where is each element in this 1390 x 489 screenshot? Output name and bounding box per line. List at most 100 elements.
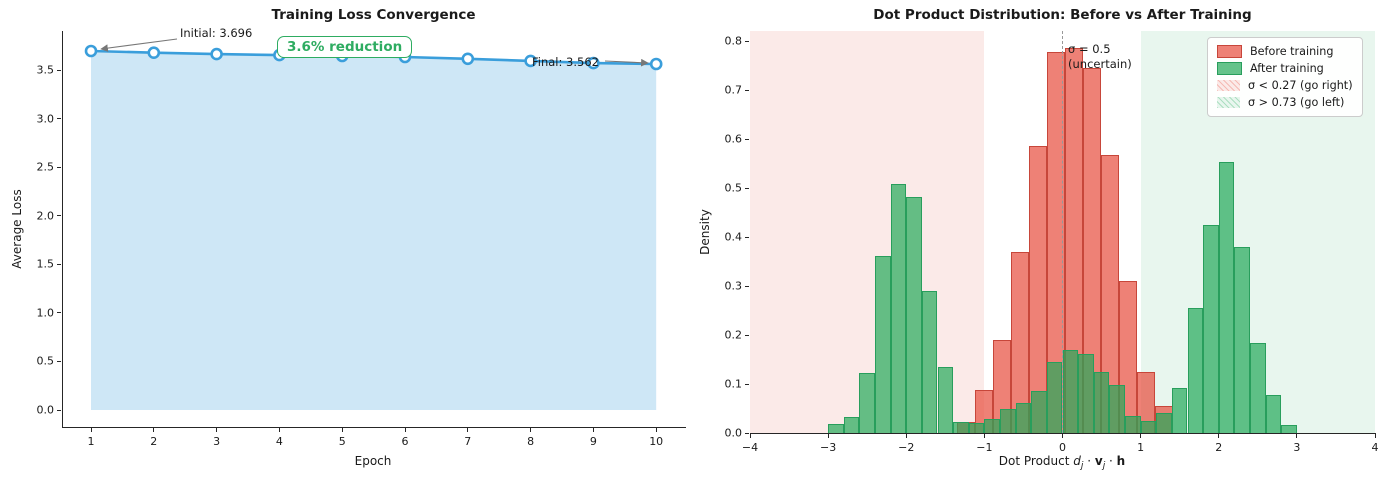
- legend: Before training After training σ < 0.27 …: [1207, 37, 1363, 117]
- hist-y-tick-label: 0.7: [724, 83, 743, 97]
- loss-data-point: [649, 57, 663, 71]
- legend-label-after: After training: [1250, 62, 1324, 75]
- loss-y-tick: [57, 215, 61, 217]
- loss-y-tick: [57, 409, 61, 411]
- hist-y-tick-label: 0.3: [724, 279, 743, 293]
- histogram-bar-after: [1250, 342, 1266, 433]
- histogram-bar-after: [875, 255, 891, 433]
- legend-swatch-before: [1217, 45, 1242, 58]
- legend-swatch-after: [1217, 62, 1242, 75]
- hist-x-tick: [1140, 434, 1142, 439]
- histogram-bar-before: [1136, 371, 1155, 434]
- legend-item-go-right: σ < 0.27 (go right): [1217, 79, 1353, 92]
- hist-y-tick-label: 0.6: [724, 132, 743, 146]
- histogram-bar-before: [1046, 51, 1065, 433]
- histogram-bar-after: [1140, 421, 1157, 433]
- loss-chart-title: Training Loss Convergence: [271, 7, 476, 23]
- hist-x-tick: [905, 434, 907, 439]
- legend-label-before: Before training: [1250, 45, 1334, 58]
- loss-y-tick: [57, 118, 61, 120]
- reduction-badge: 3.6% reduction: [277, 36, 413, 58]
- hist-y-tick: [745, 89, 749, 91]
- legend-label-go-left: σ > 0.73 (go left): [1248, 96, 1345, 109]
- hist-x-tick-label: 0: [1059, 441, 1066, 454]
- loss-data-point: [210, 47, 223, 61]
- histogram-bar-after: [1093, 371, 1110, 434]
- hist-y-tick: [745, 138, 749, 140]
- loss-y-tick: [57, 312, 61, 314]
- loss-x-tick: [404, 428, 406, 433]
- initial-loss-annotation: Initial: 3.696: [180, 26, 253, 40]
- legend-swatch-go-right: [1217, 80, 1240, 91]
- histogram-bar-after: [1156, 413, 1172, 433]
- histogram-bar-after: [1234, 246, 1250, 433]
- loss-x-tick: [216, 428, 218, 433]
- loss-data-point: [147, 46, 161, 60]
- histogram-bar-after: [968, 423, 985, 433]
- loss-x-tick: [341, 428, 343, 433]
- loss-y-tick-label: 1.5: [36, 257, 55, 271]
- sigma-annotation-line2: (uncertain): [1068, 57, 1132, 71]
- loss-x-tick: [467, 428, 469, 433]
- loss-data-point: [524, 54, 537, 68]
- hist-x-tick: [1062, 434, 1063, 439]
- hist-y-axis-label: Density: [698, 209, 712, 255]
- hist-x-tick-label: −1: [976, 441, 993, 454]
- hist-y-tick: [745, 187, 749, 189]
- histogram-bar-after: [859, 373, 875, 433]
- legend-swatch-go-left: [1217, 97, 1240, 108]
- histogram-bar-before: [1010, 251, 1029, 433]
- histogram-bar-after: [1062, 349, 1079, 433]
- hist-x-tick: [827, 434, 829, 439]
- hist-x-tick-label: −2: [898, 441, 915, 454]
- loss-x-tick-label: 10: [649, 435, 664, 448]
- hist-y-tick: [745, 432, 749, 434]
- histogram-bar-after: [1187, 308, 1204, 434]
- loss-x-tick-label: 7: [464, 435, 472, 448]
- hist-y-tick-label: 0.4: [724, 230, 743, 244]
- histogram-bar-before: [1100, 155, 1119, 433]
- histogram-bar-after: [1031, 391, 1047, 434]
- histogram-bar-after: [1218, 162, 1235, 433]
- hist-y-tick: [745, 334, 749, 336]
- legend-item-after: After training: [1217, 62, 1353, 75]
- histogram-bar-after: [828, 424, 844, 433]
- threshold-line: [1061, 31, 1063, 433]
- loss-y-tick: [57, 69, 61, 71]
- loss-x-tick-label: 4: [275, 435, 283, 448]
- hist-x-tick: [749, 434, 751, 439]
- histogram-bar-after: [1203, 224, 1219, 434]
- hist-canvas: [750, 31, 1375, 434]
- hist-x-tick-label: 4: [1371, 441, 1379, 454]
- loss-y-tick-label: 0.5: [36, 354, 55, 368]
- histogram-bar-after: [1171, 387, 1188, 433]
- hist-x-tick-label: −4: [741, 441, 759, 454]
- histogram-bar-before: [1082, 67, 1101, 433]
- hist-x-tick: [1296, 434, 1298, 439]
- histogram-bar-after: [937, 366, 954, 434]
- loss-x-tick-label: 6: [401, 435, 409, 448]
- loss-x-tick: [592, 428, 594, 433]
- final-loss-annotation: Final: 3.562: [532, 55, 599, 69]
- hist-y-tick: [745, 383, 749, 385]
- loss-data-point: [461, 52, 475, 66]
- histogram-bar-after: [1281, 425, 1297, 433]
- loss-x-axis-label: Epoch: [354, 454, 392, 468]
- loss-x-tick-label: 2: [150, 435, 158, 448]
- loss-y-tick: [57, 360, 61, 362]
- loss-data-point: [587, 56, 600, 70]
- loss-x-tick-label: 1: [87, 435, 95, 448]
- loss-y-tick: [57, 166, 61, 168]
- legend-item-before: Before training: [1217, 45, 1353, 58]
- hist-y-tick-label: 0.8: [724, 34, 743, 48]
- loss-y-tick-label: 0.0: [36, 403, 55, 417]
- loss-x-tick: [530, 428, 532, 433]
- loss-x-tick-label: 3: [213, 435, 221, 448]
- hist-y-tick-label: 0.5: [724, 181, 743, 195]
- final-annotation-arrow: [604, 58, 649, 67]
- hist-y-tick: [745, 285, 749, 287]
- loss-y-tick-label: 2.0: [36, 209, 55, 223]
- histogram-bar-after: [1109, 385, 1125, 433]
- histogram-bar-after: [1078, 353, 1094, 433]
